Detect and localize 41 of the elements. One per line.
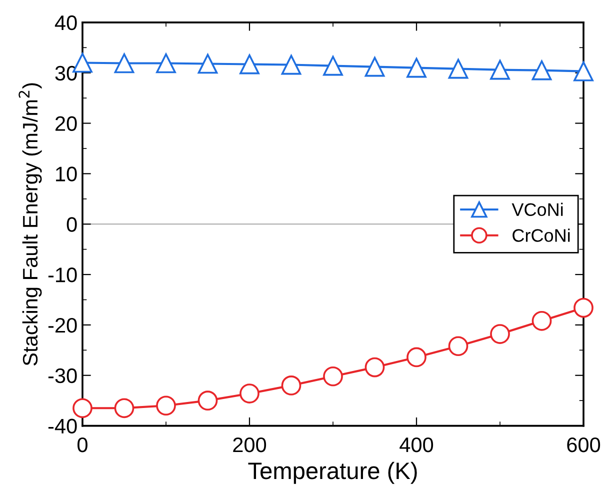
point [406, 58, 426, 78]
x-axis-title: Temperature (K) [248, 462, 417, 484]
point [574, 298, 594, 318]
point [198, 54, 218, 74]
point [448, 58, 468, 79]
point [364, 56, 385, 77]
y-tick-label: 40 [54, 15, 77, 30]
y-tick-label: -20 [48, 318, 77, 333]
point [114, 53, 134, 74]
point [240, 384, 260, 404]
point [114, 398, 134, 418]
point [490, 60, 510, 80]
point [323, 366, 343, 386]
x-tick-label: 0 [78, 437, 88, 452]
y-tick-label: 0 [66, 217, 77, 232]
y-tick-label: 20 [56, 116, 77, 132]
point [156, 396, 176, 416]
point [448, 336, 468, 356]
point [72, 398, 92, 418]
y-tick-label: -40 [48, 418, 77, 434]
y-tick-label: 10 [56, 166, 77, 182]
y-axis-title: Stacking Fault Energy (mJ/m$^{2}$) [18, 83, 42, 366]
legend-label: CrCoNi [512, 228, 570, 242]
point [281, 54, 302, 75]
legend-label: VCoNi [512, 202, 563, 216]
point [156, 53, 176, 74]
point [532, 60, 552, 80]
point [198, 390, 218, 411]
point [364, 357, 385, 378]
point [323, 56, 343, 76]
point [406, 347, 426, 368]
y-tick-label: -30 [48, 368, 77, 384]
x-tick-label: 200 [233, 437, 266, 452]
point [281, 376, 302, 396]
point [532, 310, 552, 331]
point [574, 61, 594, 82]
y-tick-label: -10 [48, 268, 77, 282]
point [490, 324, 510, 344]
point [240, 54, 260, 74]
x-tick-label: 600 [567, 437, 600, 452]
x-tick-label: 400 [400, 437, 434, 452]
